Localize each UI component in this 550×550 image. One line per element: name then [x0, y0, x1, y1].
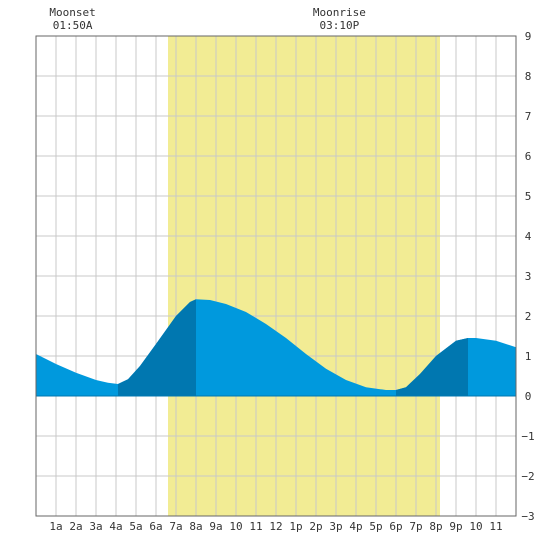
y-tick-label: 1 — [525, 350, 532, 363]
x-tick-label: 5p — [369, 520, 382, 533]
tide-area-shaded — [118, 299, 196, 396]
x-tick-label: 12 — [269, 520, 282, 533]
y-tick-label: 5 — [525, 190, 532, 203]
x-tick-label: 6a — [149, 520, 162, 533]
x-axis-labels: 1a 2a 3a 4a 5a 6a 7a 8a 9a 10 11 12 1p 2p 3p 4p 5p 6p 7p 8p… — [49, 520, 502, 533]
moon-event-label: Moonset — [49, 6, 95, 19]
plot-area — [35, 35, 517, 517]
y-axis-labels: −3 −2 −1 0 1 2 3 4 5 6 7 8 9 — [521, 30, 534, 523]
y-tick-label: 2 — [525, 310, 532, 323]
x-tick-label: 7a — [169, 520, 182, 533]
x-tick-label: 7p — [409, 520, 422, 533]
y-tick-label: 9 — [525, 30, 532, 43]
moon-event-label: Moonrise — [313, 6, 366, 19]
x-tick-label: 2a — [69, 520, 82, 533]
x-tick-label: 3a — [89, 520, 102, 533]
x-tick-label: 3p — [329, 520, 342, 533]
x-tick-label: 5a — [129, 520, 142, 533]
x-tick-label: 11 — [249, 520, 262, 533]
y-tick-label: 4 — [525, 230, 532, 243]
x-tick-label: 2p — [309, 520, 322, 533]
x-tick-label: 6p — [389, 520, 402, 533]
x-tick-label: 11 — [489, 520, 502, 533]
x-tick-label: 1a — [49, 520, 62, 533]
y-tick-label: 0 — [525, 390, 532, 403]
x-tick-label: 9p — [449, 520, 462, 533]
x-tick-label: 9a — [209, 520, 222, 533]
y-tick-label: 8 — [525, 70, 532, 83]
x-tick-label: 8a — [189, 520, 202, 533]
x-tick-label: 10 — [469, 520, 482, 533]
x-tick-label: 8p — [429, 520, 442, 533]
x-tick-label: 4p — [349, 520, 362, 533]
y-tick-label: −1 — [521, 430, 534, 443]
moon-event-time: 03:10P — [320, 19, 360, 32]
x-tick-label: 1p — [289, 520, 302, 533]
y-tick-label: −2 — [521, 470, 534, 483]
y-tick-label: 6 — [525, 150, 532, 163]
y-tick-label: −3 — [521, 510, 534, 523]
tide-area-shaded — [396, 338, 468, 396]
plot-frame — [35, 35, 517, 517]
moon-event-time: 01:50A — [53, 19, 93, 32]
x-tick-label: 4a — [109, 520, 122, 533]
x-tick-label: 10 — [229, 520, 242, 533]
y-tick-label: 7 — [525, 110, 532, 123]
y-tick-label: 3 — [525, 270, 532, 283]
